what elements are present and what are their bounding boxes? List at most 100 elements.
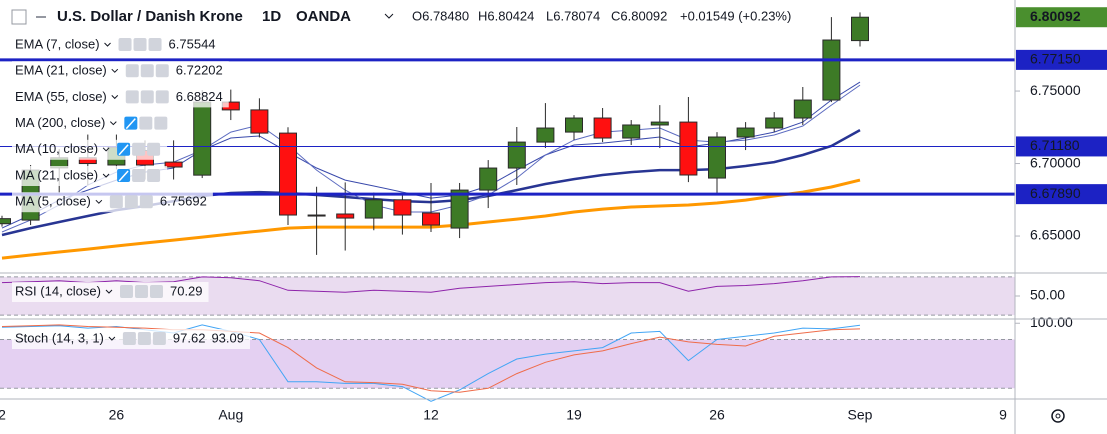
price-label: 6.71180 (1030, 137, 1080, 153)
legend-icon[interactable] (152, 332, 166, 345)
chevron[interactable] (102, 173, 110, 178)
icon[interactable] (11, 9, 27, 25)
chevron[interactable] (95, 199, 103, 204)
legend-background (12, 87, 229, 108)
y-tick-label: 6.70000 (1030, 154, 1081, 170)
x-tick-label: 9 (999, 407, 1007, 423)
legend-icon[interactable] (124, 195, 138, 209)
legend-icon[interactable] (122, 332, 136, 345)
x-tick-label: Aug (218, 407, 243, 423)
candle-body (450, 189, 469, 229)
chevron[interactable] (111, 95, 119, 100)
legend-row: MA (200, close) (12, 113, 175, 134)
x-tick-label: 2 (0, 407, 6, 423)
legend-icon[interactable] (140, 90, 154, 104)
ohlc: L6.78074 (546, 8, 600, 23)
hide-icon[interactable] (118, 170, 129, 182)
legend-icon[interactable] (140, 64, 154, 78)
gear[interactable] (1055, 413, 1061, 419)
x-tick-label: 19 (566, 407, 582, 423)
legend-icon[interactable] (155, 64, 169, 78)
legend-row: EMA (7, close) 6.75544 (12, 35, 222, 55)
legend-icon[interactable] (149, 285, 163, 298)
legend-icon[interactable] (132, 142, 146, 156)
last-price-box (1016, 7, 1107, 28)
legend-label: EMA (55, close) (15, 89, 107, 104)
candle-body (822, 39, 841, 101)
legend-icon[interactable] (133, 38, 147, 51)
legend-icon[interactable] (139, 116, 153, 130)
hide-icon[interactable] (118, 144, 129, 156)
legend-icon[interactable] (134, 285, 148, 298)
chevron[interactable] (108, 336, 116, 341)
legend-icon[interactable] (147, 169, 161, 182)
legend-row: RSI (14, close) 70.29 (12, 282, 209, 302)
price-label-box (1016, 184, 1107, 205)
source: OANDA (296, 8, 351, 25)
candle-body (479, 167, 498, 191)
legend-label: Stoch (14, 3, 1) (15, 330, 104, 345)
legend-icon[interactable] (118, 38, 132, 51)
candle-body (250, 109, 269, 134)
legend-icon[interactable] (148, 38, 162, 51)
legend-row: EMA (21, close) 6.72202 (12, 61, 229, 82)
legend-value: 6.68824 (176, 89, 223, 104)
legend-icon[interactable] (132, 169, 146, 182)
price-label-box (1016, 136, 1107, 157)
chevron[interactable] (104, 42, 111, 47)
legend-background (12, 35, 222, 55)
legend-icon[interactable] (155, 90, 169, 104)
y-tick-label: 6.75000 (1030, 82, 1081, 98)
legend-label: EMA (7, close) (15, 36, 100, 51)
candle-body (622, 124, 641, 139)
legend-background (12, 61, 229, 82)
legend-value: 6.75692 (160, 194, 207, 209)
price-label: 6.77150 (1030, 51, 1081, 67)
chevron[interactable] (109, 121, 117, 126)
candle-body (364, 199, 383, 219)
candle-body (193, 101, 212, 176)
legend-label: EMA (21, close) (15, 63, 107, 78)
legend-icon[interactable] (139, 195, 153, 209)
chevron[interactable] (384, 13, 394, 19)
settings-icon[interactable] (1051, 409, 1065, 423)
candle-body (851, 16, 869, 42)
candle-body (164, 161, 183, 168)
gear[interactable] (1051, 409, 1065, 423)
candle-body (565, 117, 583, 133)
candle-body (536, 127, 555, 143)
candle-body (765, 117, 784, 129)
legend-row: MA (21, close) (12, 166, 168, 186)
chevron[interactable] (105, 289, 113, 294)
legend-icon[interactable] (147, 142, 161, 156)
price-label: 6.67890 (1030, 185, 1081, 201)
chevron[interactable] (111, 68, 119, 73)
legend-icon[interactable] (154, 116, 168, 130)
legend-row: Stoch (14, 3, 1) 97.62 93.09 (12, 329, 250, 349)
change: +0.01549 (+0.23%) (680, 8, 791, 23)
x-tick-label: Sep (848, 407, 873, 423)
candle-body (0, 218, 11, 225)
legend-icon[interactable] (119, 285, 133, 298)
x-tick-label: 26 (109, 407, 125, 423)
interval: 1D (262, 8, 281, 25)
hide-icon[interactable] (125, 118, 136, 130)
candle-body (279, 132, 297, 216)
last-price-label: 6.80092 (1030, 8, 1081, 24)
plot-area: 6.75000 6.70000 6.65000 6.77150 6.71180 6.678… (0, 7, 1107, 423)
candle-body (793, 99, 812, 119)
chevron[interactable] (102, 147, 110, 152)
legend-label: MA (10, close) (15, 141, 98, 156)
candle-body (708, 136, 726, 179)
legend-row: MA (10, close) (12, 139, 168, 160)
legend-icon[interactable] (137, 332, 151, 345)
legend-icon[interactable] (109, 195, 123, 209)
y-tick-label: 50.00 (1030, 287, 1065, 303)
ohlc: C6.80092 (611, 8, 667, 23)
legend-value: 6.75544 (169, 36, 216, 51)
candle-body (650, 121, 669, 126)
legend-value: 6.72202 (176, 63, 223, 78)
legend-icon[interactable] (125, 90, 139, 104)
legend-icon[interactable] (125, 64, 139, 78)
